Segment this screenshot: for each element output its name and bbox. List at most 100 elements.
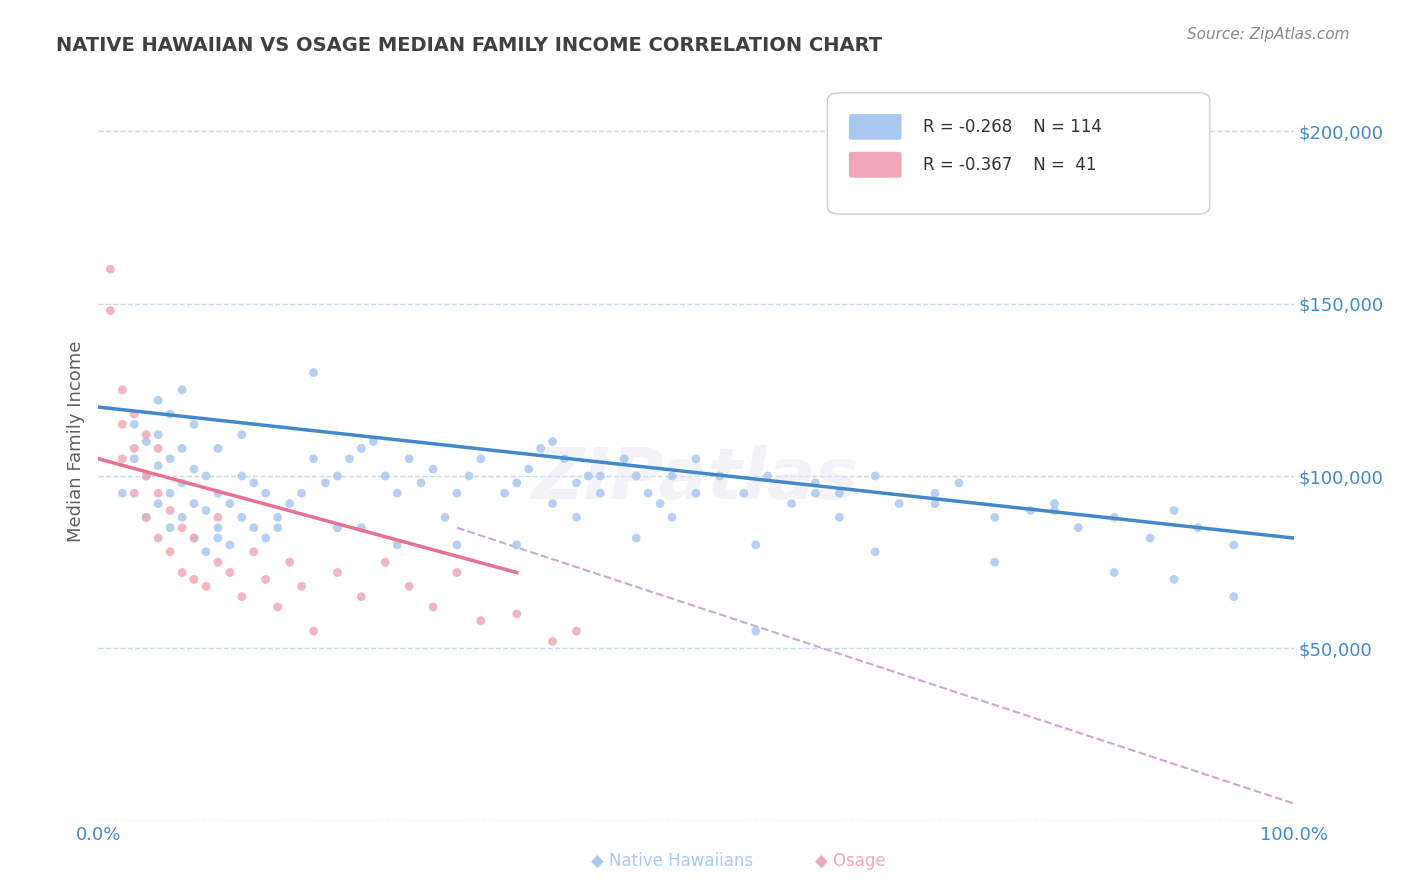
Point (219, 538, 242, 552)
Point (529, 442, 551, 456)
Point (506, 607, 529, 621)
Point (194, 545, 217, 559)
Point (135, 510, 157, 524)
Point (148, 486, 170, 500)
Point (1067, 521, 1090, 535)
Point (254, 486, 277, 500)
Point (494, 486, 516, 500)
Point (374, 469, 396, 483)
Point (183, 462, 205, 476)
Point (828, 486, 851, 500)
Point (1222, 538, 1246, 552)
Point (194, 469, 217, 483)
Point (350, 590, 373, 604)
Point (278, 497, 301, 511)
Point (541, 634, 564, 648)
FancyBboxPatch shape (849, 152, 901, 178)
Point (613, 451, 636, 466)
Point (326, 521, 349, 535)
Point (1163, 503, 1185, 517)
Point (506, 538, 529, 552)
Point (1102, 566, 1125, 580)
Point (326, 566, 349, 580)
Point (183, 531, 205, 545)
Text: ZIPatlas: ZIPatlas (533, 445, 859, 514)
Point (470, 451, 492, 466)
Point (589, 469, 612, 483)
Point (148, 393, 170, 408)
Point (159, 521, 181, 535)
Point (124, 407, 146, 421)
Point (254, 531, 277, 545)
Point (243, 545, 266, 559)
Point (172, 566, 194, 580)
Point (172, 510, 194, 524)
Point (267, 510, 290, 524)
Point (517, 462, 540, 476)
Point (159, 407, 181, 421)
Point (111, 383, 134, 397)
Point (685, 451, 707, 466)
Point (804, 486, 827, 500)
Point (194, 503, 217, 517)
Text: R = -0.268    N = 114: R = -0.268 N = 114 (922, 118, 1102, 136)
Y-axis label: Median Family Income: Median Family Income (66, 341, 84, 542)
Point (470, 614, 492, 628)
Point (183, 573, 205, 587)
Point (111, 486, 134, 500)
Point (624, 531, 647, 545)
Point (565, 510, 588, 524)
Point (231, 590, 253, 604)
Text: ◆ Native Hawaiians: ◆ Native Hawaiians (591, 852, 752, 870)
Point (219, 497, 242, 511)
Point (374, 555, 396, 569)
Point (124, 451, 146, 466)
Point (231, 427, 253, 442)
Point (709, 469, 731, 483)
Point (172, 521, 194, 535)
Text: R = -0.367    N =  41: R = -0.367 N = 41 (922, 156, 1097, 174)
Point (267, 599, 290, 614)
Point (1222, 590, 1246, 604)
Point (254, 573, 277, 587)
Point (554, 451, 576, 466)
Point (207, 442, 229, 456)
Point (541, 434, 564, 449)
Point (148, 427, 170, 442)
Point (98, 262, 122, 277)
Text: ◆ Osage: ◆ Osage (815, 852, 886, 870)
Point (863, 545, 886, 559)
FancyBboxPatch shape (827, 93, 1209, 214)
Point (207, 486, 229, 500)
Point (159, 486, 181, 500)
Point (541, 497, 564, 511)
Point (576, 469, 599, 483)
Point (422, 599, 444, 614)
Point (159, 451, 181, 466)
Point (135, 469, 157, 483)
Point (124, 486, 146, 500)
Point (398, 579, 420, 593)
Point (148, 497, 170, 511)
Point (589, 486, 612, 500)
Point (219, 566, 242, 580)
Point (385, 486, 409, 500)
Point (350, 442, 373, 456)
Point (302, 366, 325, 380)
Point (685, 486, 707, 500)
Point (135, 469, 157, 483)
Point (207, 521, 229, 535)
Point (828, 510, 851, 524)
Point (302, 624, 325, 639)
Point (565, 624, 588, 639)
Point (363, 434, 385, 449)
Point (1102, 510, 1125, 524)
Point (194, 579, 217, 593)
Point (863, 469, 886, 483)
Point (637, 486, 659, 500)
Point (278, 555, 301, 569)
Point (924, 486, 946, 500)
Point (267, 521, 290, 535)
Point (648, 497, 672, 511)
Point (231, 469, 253, 483)
